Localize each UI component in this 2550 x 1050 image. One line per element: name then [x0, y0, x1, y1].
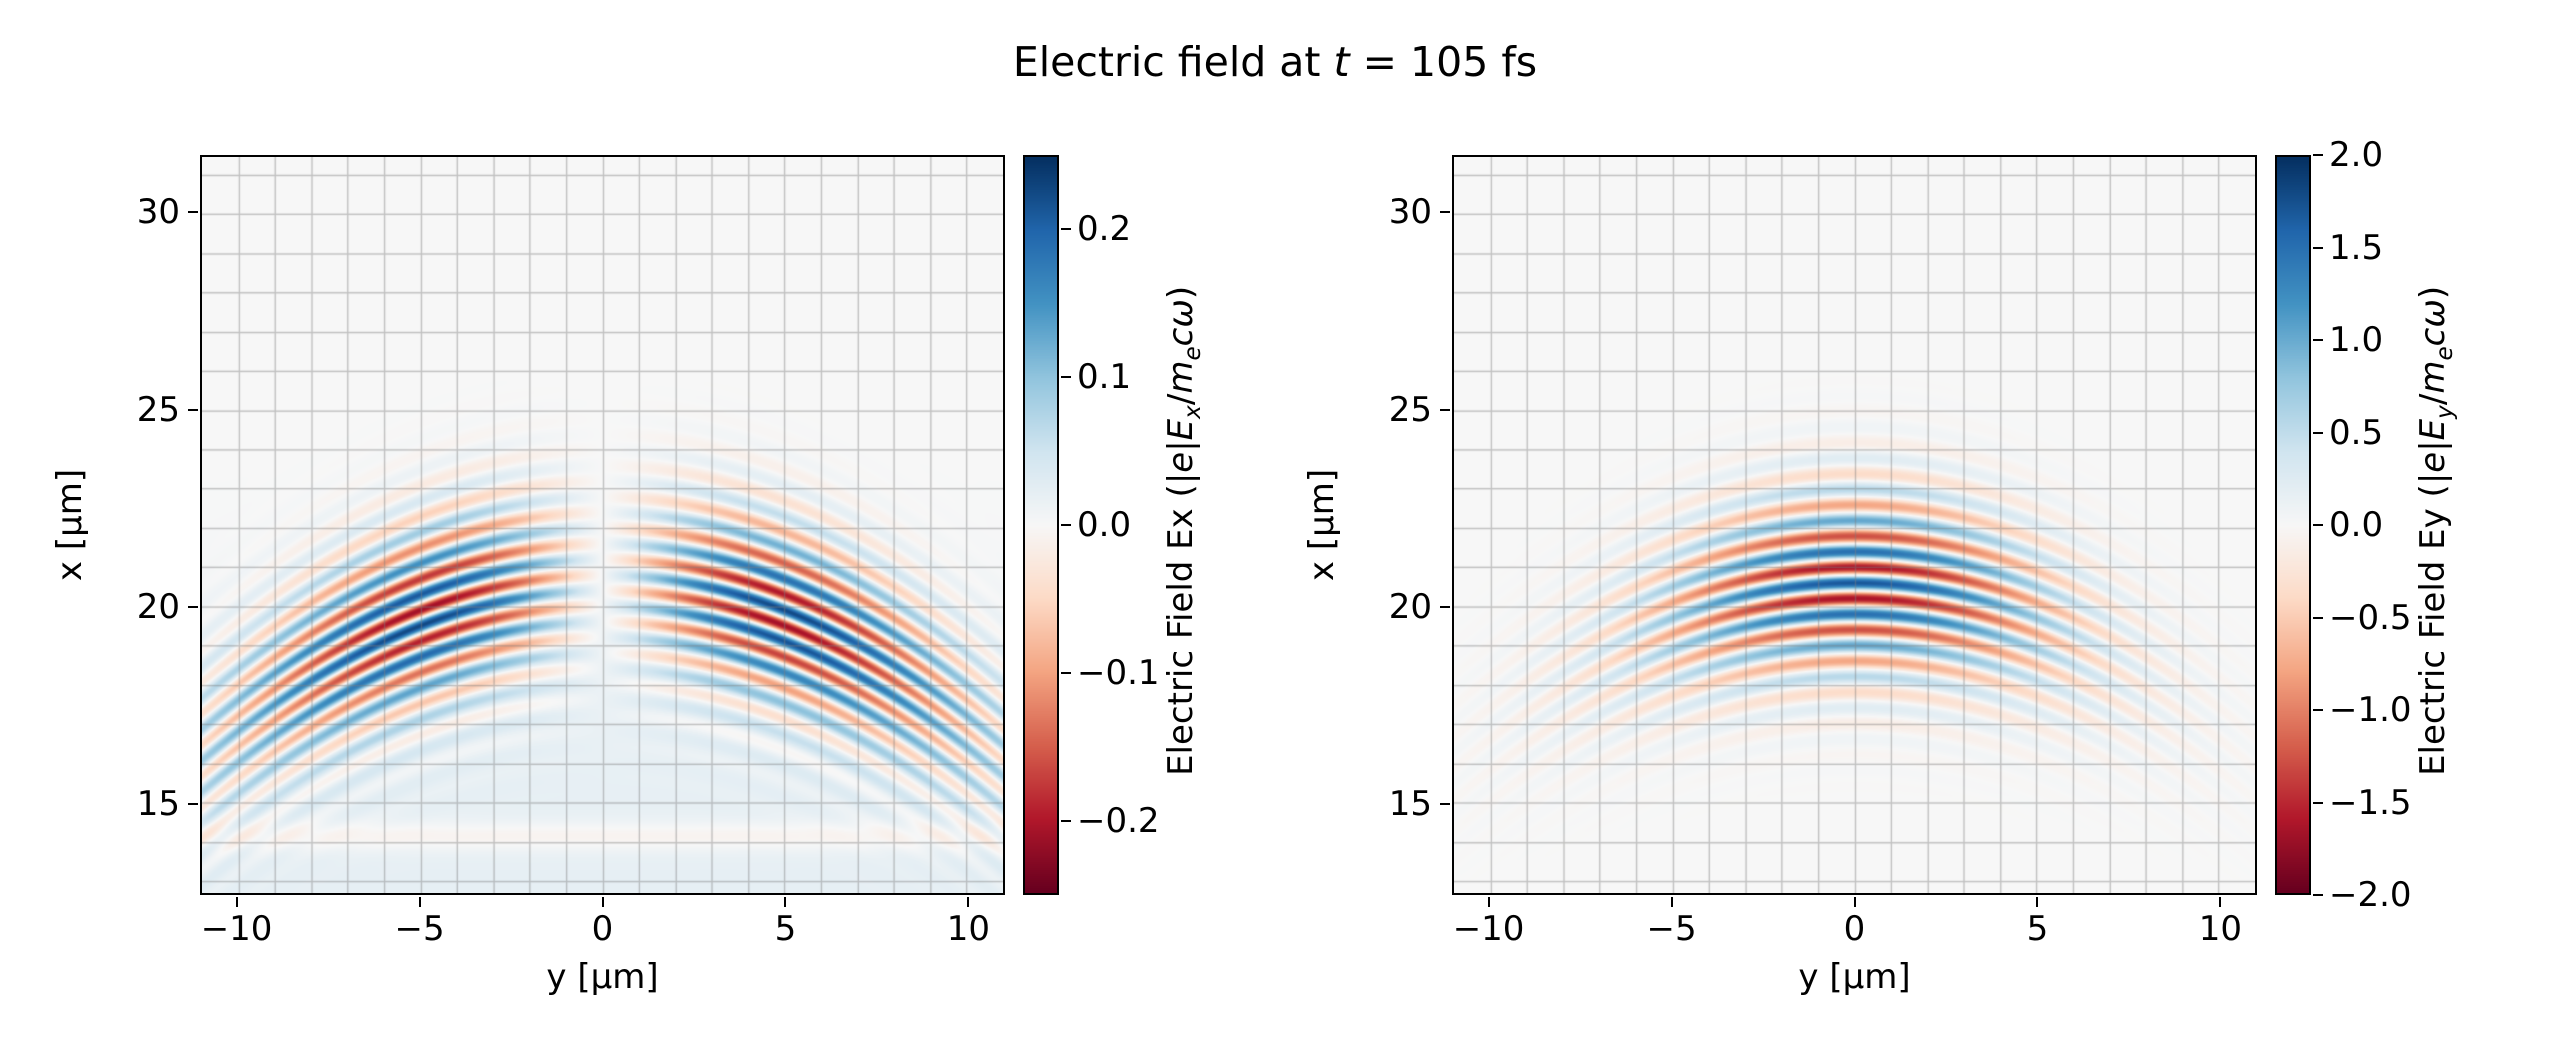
colorbar-ey — [2275, 155, 2311, 895]
x-tick-mark — [2219, 897, 2222, 907]
x-tick-label: 5 — [774, 909, 797, 949]
heatmap-plot-ey — [1452, 155, 2257, 895]
colorbar-tick-mark — [1061, 820, 1071, 822]
y-tick-label: 25 — [136, 389, 180, 430]
colorbar-tick-label: −1.5 — [2329, 782, 2412, 823]
colorbar-tick-mark — [1061, 228, 1071, 230]
y-tick-mark — [1440, 803, 1450, 806]
colorbar-tick-mark — [2313, 524, 2323, 526]
y-tick-label: 20 — [136, 586, 180, 627]
colorbar-tick-mark — [2313, 154, 2323, 156]
x-tick-mark — [1487, 897, 1490, 907]
heatmap-plot-ex — [200, 155, 1005, 895]
x-tick-mark — [967, 897, 970, 907]
x-tick-label: −10 — [1452, 909, 1525, 949]
x-tick-label: 10 — [946, 909, 991, 949]
colorbar-ex — [1023, 155, 1059, 895]
colorbar-tick-label: −0.5 — [2329, 597, 2412, 638]
colorbar-canvas-ex — [1025, 157, 1057, 893]
x-axis-label-ey: y [μm] — [1798, 957, 1911, 997]
y-tick-mark — [188, 211, 198, 214]
colorbar-tick-label: 0.2 — [1077, 209, 1132, 249]
colorbar-tick-mark — [2313, 894, 2323, 896]
colorbar-tick-mark — [2313, 616, 2323, 619]
x-axis-label-ex: y [μm] — [546, 957, 659, 997]
colorbar-tick-mark — [2313, 709, 2323, 711]
colorbar-tick-label: −0.1 — [1077, 653, 1160, 693]
y-tick-mark — [188, 605, 198, 608]
x-tick-mark — [235, 897, 238, 907]
y-tick-mark — [1440, 605, 1450, 608]
colorbar-tick-label: 0.0 — [2329, 505, 2384, 545]
colorbar-canvas-ey — [2277, 157, 2309, 893]
x-tick-label: 0 — [1843, 909, 1866, 949]
colorbar-tick-label: 1.5 — [2329, 227, 2384, 268]
x-tick-mark — [1853, 897, 1856, 907]
colorbar-tick-label: −0.2 — [1077, 801, 1160, 841]
y-tick-label: 15 — [1388, 784, 1432, 825]
x-tick-label: −10 — [200, 909, 273, 949]
colorbar-tick-mark — [1061, 672, 1071, 674]
x-tick-label: 10 — [2198, 909, 2243, 949]
y-tick-mark — [188, 408, 198, 411]
y-tick-label: 20 — [1388, 586, 1432, 627]
colorbar-tick-label: 0.5 — [2329, 412, 2384, 453]
y-tick-mark — [1440, 408, 1450, 411]
colorbar-tick-label: 1.0 — [2329, 320, 2384, 360]
x-tick-label: −5 — [1646, 909, 1697, 949]
x-tick-mark — [418, 897, 421, 907]
colorbar-tick-label: 0.0 — [1077, 505, 1132, 545]
colorbar-tick-label: −2.0 — [2329, 875, 2412, 915]
x-tick-mark — [784, 897, 787, 907]
x-tick-mark — [601, 897, 604, 907]
x-tick-label: 0 — [591, 909, 614, 949]
figure-title: Electric field at t = 105 fs — [1012, 38, 1538, 86]
x-tick-label: −5 — [394, 909, 445, 949]
x-tick-label: 5 — [2026, 909, 2049, 949]
x-tick-mark — [1670, 897, 1673, 907]
colorbar-tick-mark — [2313, 431, 2323, 434]
colorbar-tick-mark — [2313, 339, 2323, 341]
y-tick-label: 15 — [136, 784, 180, 825]
y-tick-mark — [188, 803, 198, 806]
colorbar-tick-label: 2.0 — [2329, 135, 2384, 175]
heatmap-canvas-ey — [1454, 157, 2255, 893]
y-tick-label: 25 — [1388, 389, 1432, 430]
colorbar-tick-label: 0.1 — [1077, 357, 1132, 397]
colorbar-tick-mark — [2313, 246, 2323, 249]
y-tick-label: 30 — [1388, 192, 1432, 233]
colorbar-tick-label: −1.0 — [2329, 690, 2412, 730]
y-tick-mark — [1440, 211, 1450, 214]
x-tick-mark — [2036, 897, 2039, 907]
colorbar-tick-mark — [1061, 524, 1071, 526]
colorbar-tick-mark — [1061, 376, 1071, 378]
y-tick-label: 30 — [136, 192, 180, 233]
colorbar-tick-mark — [2313, 801, 2323, 804]
heatmap-canvas-ex — [202, 157, 1003, 893]
